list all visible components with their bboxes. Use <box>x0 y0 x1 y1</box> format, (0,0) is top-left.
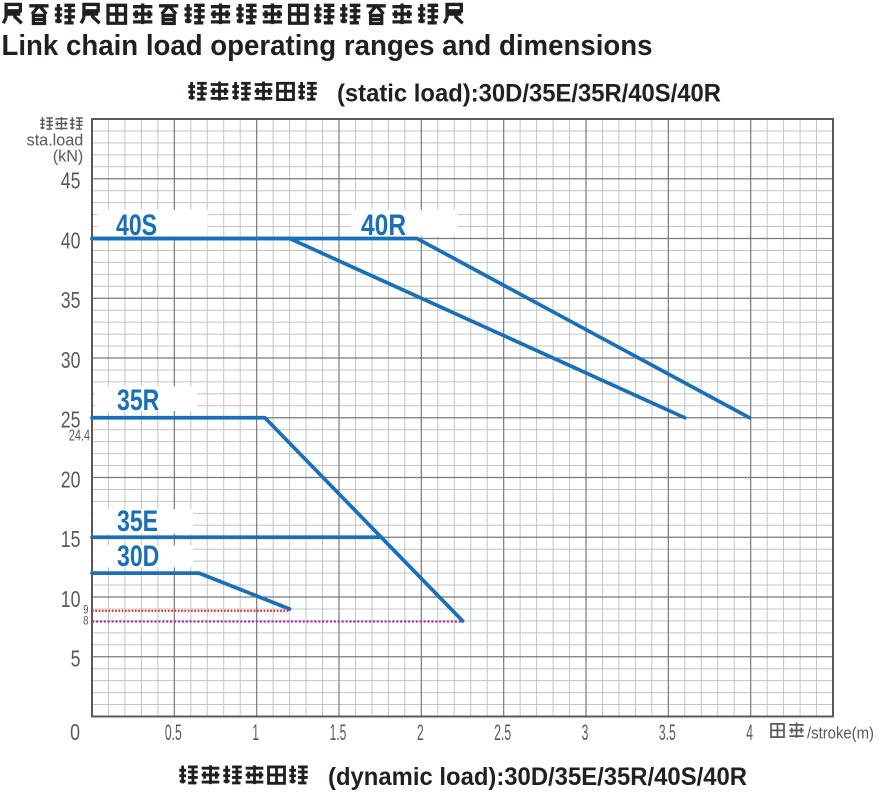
svg-text:40S: 40S <box>116 208 157 242</box>
svg-text:35R: 35R <box>117 383 159 417</box>
svg-text:1.5: 1.5 <box>330 720 347 745</box>
svg-text:3.5: 3.5 <box>659 720 676 745</box>
svg-text:35E: 35E <box>117 504 158 538</box>
svg-text:2: 2 <box>417 720 424 745</box>
svg-text:30: 30 <box>61 348 81 374</box>
svg-text:8: 8 <box>83 615 88 628</box>
svg-text:1: 1 <box>252 720 259 745</box>
svg-text:25: 25 <box>61 407 81 433</box>
svg-text:9: 9 <box>83 604 88 617</box>
svg-text:40R: 40R <box>361 208 406 242</box>
svg-text:(kN): (kN) <box>53 148 84 166</box>
svg-text:45: 45 <box>61 168 81 194</box>
svg-text:20: 20 <box>61 467 81 493</box>
svg-text:15: 15 <box>61 527 81 553</box>
svg-text:35: 35 <box>61 288 81 314</box>
svg-text:10: 10 <box>61 587 81 613</box>
svg-text:30D: 30D <box>117 539 159 573</box>
svg-text:40: 40 <box>61 228 81 254</box>
svg-text:24.4: 24.4 <box>69 426 91 443</box>
svg-text:(static load):30D/35E/35R/40S/: (static load):30D/35E/35R/40S/40R <box>337 80 721 108</box>
svg-text:3: 3 <box>582 720 589 745</box>
svg-text:(dynamic load):30D/35E/35R/40S: (dynamic load):30D/35E/35R/40S/40R <box>328 763 747 791</box>
svg-text:0: 0 <box>70 720 80 746</box>
svg-text:sta.load: sta.load <box>27 132 84 150</box>
svg-text:0.5: 0.5 <box>165 720 182 745</box>
svg-text:Link chain load operating rang: Link chain load operating ranges and dim… <box>2 30 653 62</box>
svg-text:5: 5 <box>71 646 81 672</box>
svg-text:/stroke(m): /stroke(m) <box>807 725 874 743</box>
svg-text:4: 4 <box>746 720 753 745</box>
svg-text:2.5: 2.5 <box>494 720 511 745</box>
